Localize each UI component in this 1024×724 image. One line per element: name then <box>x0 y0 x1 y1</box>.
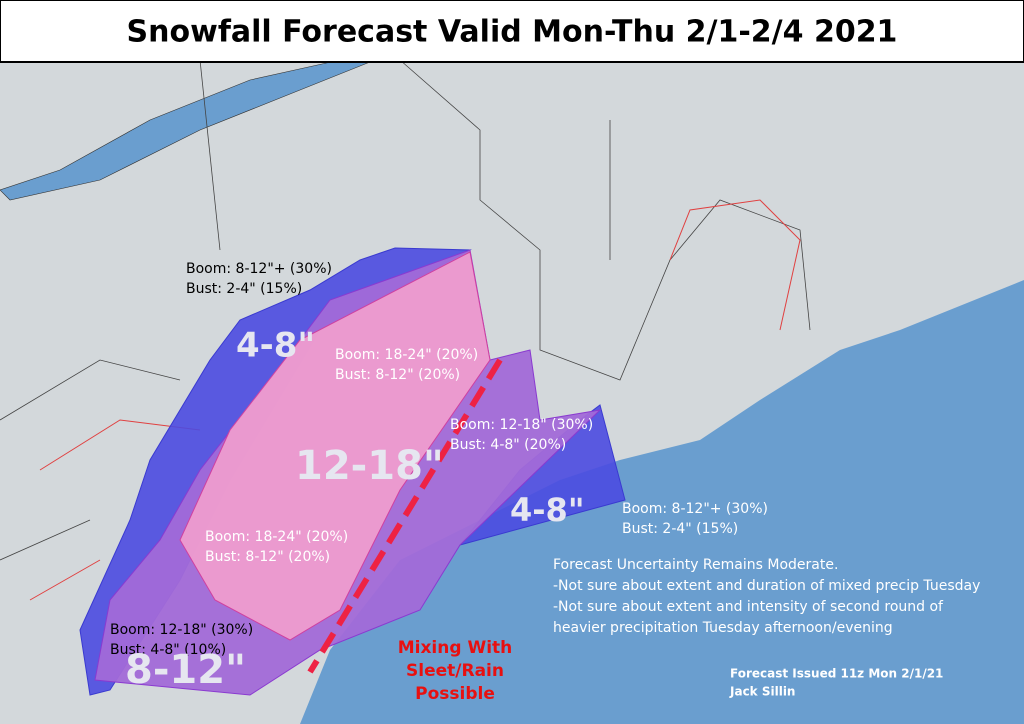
mixing-note: Mixing With <box>398 638 513 658</box>
zone-label: 4-8" <box>236 326 315 366</box>
bust: Bust: 4-8" (10%) <box>110 642 226 658</box>
zone-12-18 <box>179 251 491 641</box>
bust: Bust: 2-4" (15%) <box>186 281 302 297</box>
note: heavier precipitation Tuesday afternoon/… <box>553 620 893 636</box>
mix-line <box>307 358 503 674</box>
boom: Boom: 8-12"+ (30%) <box>186 261 332 277</box>
title-bar <box>0 0 1024 63</box>
bust: Bust: 8-12" (20%) <box>205 549 330 565</box>
boom: Boom: 8-12"+ (30%) <box>622 501 768 517</box>
zone-label: 4-8" <box>510 491 584 529</box>
bust: Bust: 8-12" (20%) <box>335 367 460 383</box>
credit: Jack Sillin <box>729 685 795 699</box>
bust: Bust: 4-8" (20%) <box>450 437 566 453</box>
boom: Boom: 18-24" (20%) <box>335 347 478 363</box>
boom: Boom: 18-24" (20%) <box>205 529 348 545</box>
note: -Not sure about extent and duration of m… <box>553 578 980 594</box>
bust: Bust: 2-4" (15%) <box>622 521 738 537</box>
zone-label: 12-18" <box>295 443 444 489</box>
credit: Forecast Issued 11z Mon 2/1/21 <box>730 667 943 681</box>
zone-label: 8-12" <box>125 647 246 693</box>
boom: Boom: 12-18" (30%) <box>110 622 253 638</box>
boom: Boom: 12-18" (30%) <box>450 417 593 433</box>
note: -Not sure about extent and intensity of … <box>553 599 944 615</box>
mixing-note: Sleet/Rain <box>406 661 504 681</box>
borders <box>0 59 811 561</box>
title: Snowfall Forecast Valid Mon-Thu 2/1-2/4 … <box>127 15 898 50</box>
mixing-note: Possible <box>415 684 495 704</box>
note: Forecast Uncertainty Remains Moderate. <box>553 557 838 573</box>
ocean <box>300 280 1024 724</box>
